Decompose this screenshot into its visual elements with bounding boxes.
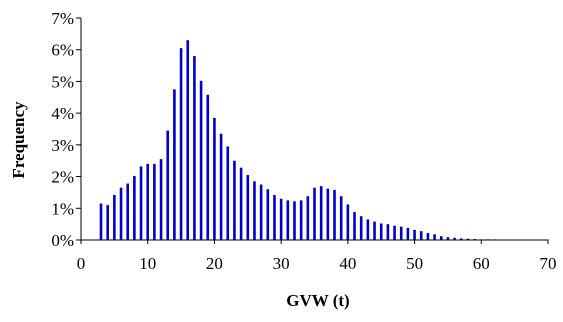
bar xyxy=(453,237,456,240)
bar xyxy=(306,196,310,240)
y-tick-label: 7% xyxy=(51,9,74,28)
bar xyxy=(353,212,356,240)
bar xyxy=(439,236,443,240)
bar xyxy=(313,187,316,240)
bar xyxy=(333,189,336,240)
bar xyxy=(373,221,376,240)
bar xyxy=(106,205,109,240)
x-axis-title: GVW (t) xyxy=(286,291,349,310)
bar xyxy=(446,237,450,240)
bar xyxy=(326,188,330,240)
y-tick-label: 5% xyxy=(51,72,74,91)
bar xyxy=(139,166,143,240)
x-tick-label: 0 xyxy=(77,254,86,273)
y-tick-label: 1% xyxy=(51,199,74,218)
bar xyxy=(286,200,290,240)
bar xyxy=(99,203,103,240)
y-tick-label: 4% xyxy=(51,104,74,123)
bar xyxy=(466,238,470,240)
bar xyxy=(159,159,163,240)
bar xyxy=(153,163,156,240)
y-tick-label: 0% xyxy=(51,231,74,250)
bar xyxy=(399,226,403,240)
bar xyxy=(293,201,296,240)
y-tick-label: 6% xyxy=(51,41,74,60)
bar xyxy=(219,133,223,240)
bar xyxy=(239,167,243,240)
bar xyxy=(253,181,256,240)
bar xyxy=(179,48,183,240)
bar xyxy=(413,229,416,240)
bar xyxy=(119,187,123,240)
bar xyxy=(246,174,250,240)
x-tick-label: 50 xyxy=(406,254,423,273)
bar xyxy=(339,196,343,240)
bar xyxy=(346,204,350,240)
bar xyxy=(319,186,323,240)
bar xyxy=(273,194,276,240)
bar xyxy=(406,227,410,240)
bar xyxy=(193,56,196,241)
x-tick-label: 70 xyxy=(540,254,557,273)
bar xyxy=(259,184,263,240)
x-axis-ticks: 0 10 20 30 40 50 60 70 xyxy=(77,240,557,273)
bar xyxy=(226,146,230,240)
x-tick-label: 60 xyxy=(473,254,490,273)
bar xyxy=(266,189,270,240)
bar xyxy=(459,238,463,240)
bar xyxy=(233,160,236,240)
y-axis-ticks: 0% 1% 2% 3% 4% 5% 6% 7% xyxy=(51,9,81,250)
bar xyxy=(186,40,190,241)
bar xyxy=(299,200,303,240)
y-tick-label: 2% xyxy=(51,168,74,187)
bars-group xyxy=(99,40,550,241)
bar xyxy=(379,223,383,240)
bar xyxy=(419,231,423,240)
y-tick-label: 3% xyxy=(51,136,74,155)
bar xyxy=(166,130,170,240)
bar xyxy=(126,183,129,240)
bar xyxy=(386,224,390,240)
bar xyxy=(173,89,176,240)
bar xyxy=(199,80,203,240)
bar xyxy=(366,219,370,240)
x-tick-label: 10 xyxy=(139,254,156,273)
y-axis-title: Frequency xyxy=(9,101,28,179)
bar xyxy=(113,194,116,240)
bar xyxy=(206,94,210,240)
bar xyxy=(433,234,436,240)
x-tick-label: 30 xyxy=(273,254,290,273)
x-tick-label: 20 xyxy=(206,254,223,273)
bar xyxy=(426,233,430,240)
bar xyxy=(146,163,150,240)
bar xyxy=(359,216,363,240)
bar xyxy=(133,175,136,240)
bar xyxy=(393,225,396,240)
bar xyxy=(279,198,283,240)
x-tick-label: 40 xyxy=(339,254,356,273)
bar xyxy=(213,117,216,240)
